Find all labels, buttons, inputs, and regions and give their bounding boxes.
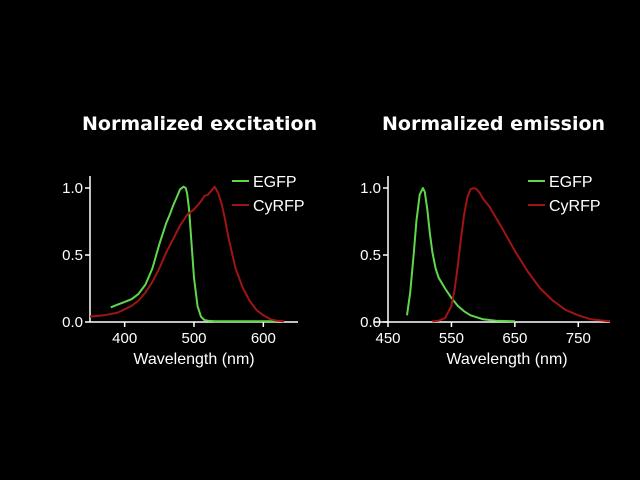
y-tick-label: 0.5: [360, 247, 381, 264]
x-tick-label: 600: [251, 330, 276, 347]
y-tick-label: 0.0: [360, 314, 381, 331]
x-axis-label: Wavelength (nm): [133, 351, 254, 368]
y-tick-label: 1.0: [360, 180, 381, 197]
x-tick-label: 550: [439, 330, 464, 347]
chart-title: Normalized emission: [382, 113, 606, 135]
y-tick-label: 0.0: [62, 314, 83, 331]
y-tick-label: 1.0: [62, 180, 83, 197]
y-tick-label: 0.5: [62, 247, 83, 264]
emission-chart: 0.0 0.5 1.0 450 550 650 750 Wavelength (nm) EGFP…: [360, 174, 611, 368]
legend-label: CyRFP: [549, 198, 601, 215]
x-tick-label: 650: [502, 330, 527, 347]
legend-label: EGFP: [253, 174, 297, 191]
series-line-cyrfp: [432, 187, 611, 323]
x-tick-label: 450: [375, 330, 400, 347]
x-tick-label: 750: [566, 330, 591, 347]
x-tick-label: 400: [112, 330, 137, 347]
legend-label: CyRFP: [253, 198, 305, 215]
chart-title: Normalized excitation: [82, 113, 318, 135]
series-line-egfp: [406, 187, 515, 323]
x-tick-label: 500: [181, 330, 206, 347]
excitation-chart: 0.0 0.5 1.0 400 500 600 Wavelength (nm) EGFP CyR…: [62, 174, 305, 368]
legend-label: EGFP: [549, 174, 593, 191]
emission-panel: Normalized emission 0.0 0.5 1.0 450 550 650 75…: [320, 0, 640, 480]
series-line-cyrfp: [89, 185, 285, 323]
x-axis-label: Wavelength (nm): [446, 351, 567, 368]
series-line-egfp: [110, 185, 278, 323]
excitation-panel: Normalized excitation 0.0 0.5 1.0 400 500 600…: [62, 113, 318, 368]
